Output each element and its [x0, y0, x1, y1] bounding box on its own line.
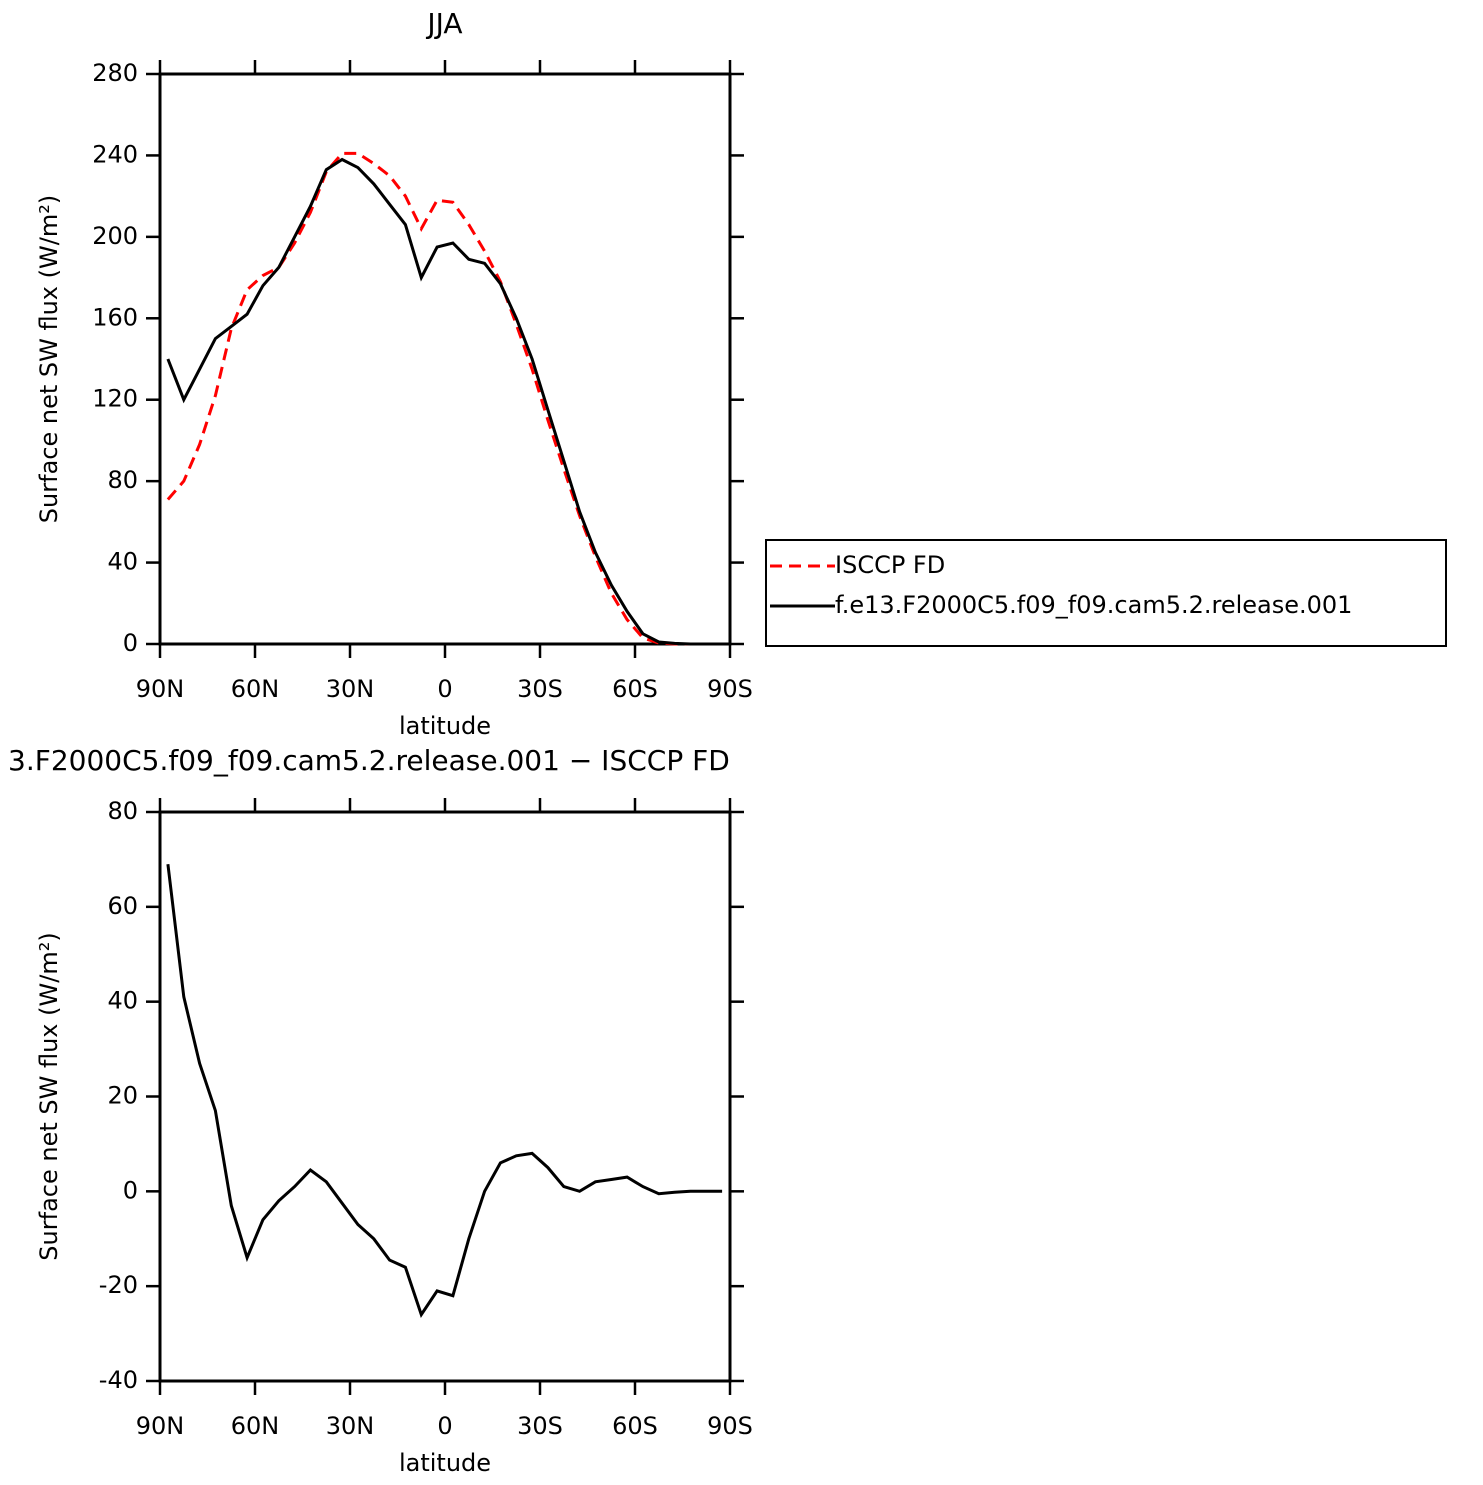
x-tick-label: 90S	[707, 675, 753, 703]
y-tick-label: 120	[92, 385, 138, 413]
y-tick-label: 80	[107, 797, 138, 825]
y-tick-label: 200	[92, 222, 138, 250]
chart-title: JJA	[425, 7, 462, 40]
y-tick-label: 20	[107, 1082, 138, 1110]
data-line	[166, 864, 723, 1318]
x-tick-label: 30S	[517, 1412, 563, 1440]
x-tick-label: 60S	[612, 675, 658, 703]
y-axis-label: Surface net SW flux (W/m²)	[35, 195, 63, 523]
legend-box	[765, 539, 1447, 647]
x-tick-label: 30N	[326, 1412, 375, 1440]
y-tick-label: 60	[107, 892, 138, 920]
x-tick-label: 90N	[136, 1412, 185, 1440]
x-tick-label: 30N	[326, 675, 375, 703]
x-axis-label: latitude	[399, 1449, 491, 1477]
y-tick-label: -20	[99, 1271, 138, 1299]
y-tick-label: 280	[92, 59, 138, 87]
x-tick-label: 30S	[517, 675, 563, 703]
x-tick-label: 60N	[231, 1412, 280, 1440]
data-line	[166, 151, 723, 646]
plot-frame	[158, 810, 732, 1383]
x-tick-label: 60S	[612, 1412, 658, 1440]
y-tick-label: 40	[107, 987, 138, 1015]
chart-title: 3.F2000C5.f09_f09.cam5.2.release.001 − I…	[8, 744, 730, 777]
y-tick-label: 80	[107, 466, 138, 494]
y-axis-label: Surface net SW flux (W/m²)	[35, 932, 63, 1260]
y-tick-label: 160	[92, 303, 138, 331]
data-line	[166, 157, 723, 646]
x-tick-label: 60N	[231, 675, 280, 703]
y-tick-label: 240	[92, 140, 138, 168]
y-tick-label: 0	[123, 1176, 138, 1204]
y-tick-label: 0	[123, 629, 138, 657]
x-tick-label: 0	[437, 675, 452, 703]
legend-label: ISCCP FD	[835, 551, 945, 579]
x-tick-label: 90S	[707, 1412, 753, 1440]
x-tick-label: 90N	[136, 675, 185, 703]
y-tick-label: 40	[107, 548, 138, 576]
plot-frame	[158, 72, 732, 646]
legend-label: f.e13.F2000C5.f09_f09.cam5.2.release.001	[835, 591, 1352, 619]
x-tick-label: 0	[437, 1412, 452, 1440]
x-axis-label: latitude	[399, 712, 491, 740]
y-tick-label: -40	[99, 1366, 138, 1394]
